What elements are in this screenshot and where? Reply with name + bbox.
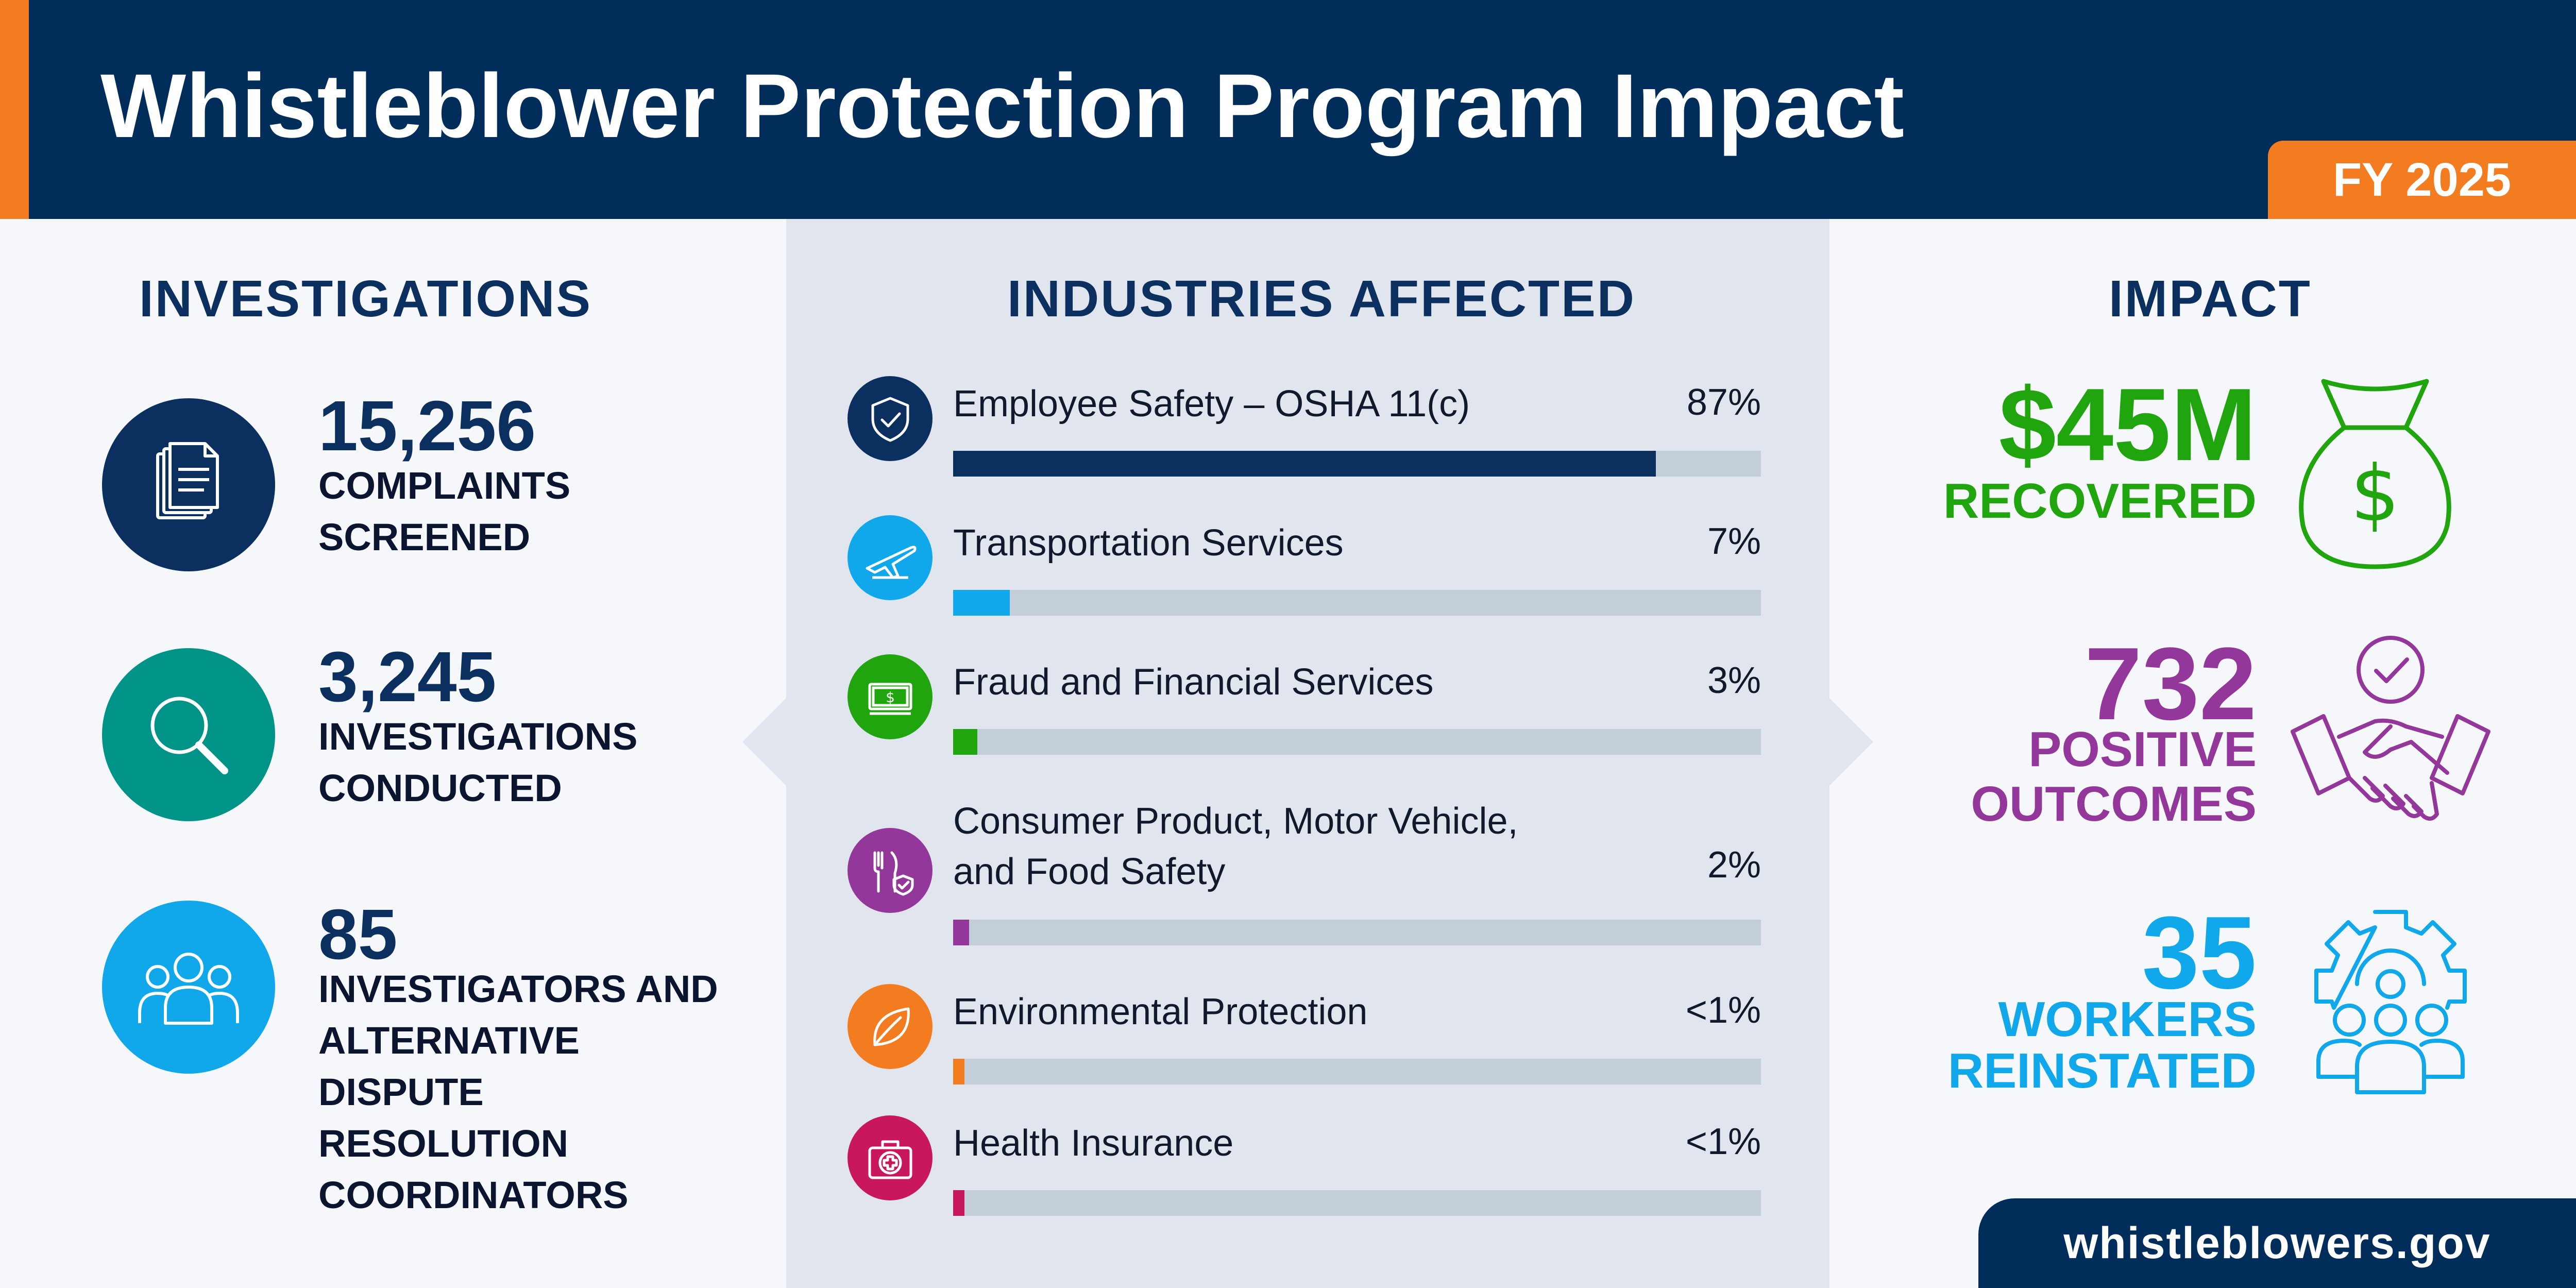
panel-notch-right — [1829, 698, 1873, 786]
svg-text:$: $ — [886, 689, 895, 706]
investigations-conducted-value: 3,245 — [318, 637, 497, 717]
industries-heading: INDUSTRIES AFFECTED — [1007, 270, 1636, 328]
industry-bar-fill — [953, 920, 970, 945]
industry-bar-fill — [953, 590, 1010, 616]
industry-percent: 7% — [1707, 521, 1761, 562]
people-icon — [102, 901, 275, 1074]
industry-bar-fill — [953, 451, 1656, 477]
industry-bar-track — [953, 729, 1761, 755]
panel-notch-left — [742, 698, 786, 786]
positive-outcomes-value: 732 — [2084, 626, 2257, 741]
industry-bar-track — [953, 1190, 1761, 1216]
industry-label: Transportation Services — [953, 522, 1344, 564]
industry-label: Health Insurance — [953, 1123, 1234, 1164]
medical-kit-icon — [848, 1115, 933, 1200]
industry-bar-track — [953, 920, 1761, 945]
recovered-label: RECOVERED — [1943, 473, 2257, 529]
industry-bar-fill — [953, 729, 978, 755]
industry-label: Environmental Protection — [953, 991, 1368, 1032]
fiscal-year-badge: FY 2025 — [2268, 141, 2576, 219]
money-icon: $ — [848, 654, 933, 739]
positive-outcomes-label-line2: OUTCOMES — [1971, 776, 2257, 832]
investigators-label: INVESTIGATORS AND ALTERNATIVE DISPUTE RE… — [318, 968, 718, 1216]
airplane-icon — [848, 515, 933, 600]
svg-text:$: $ — [2350, 449, 2399, 539]
positive-outcomes-label-line1: POSITIVE — [2028, 722, 2257, 777]
industry-bar-track — [953, 451, 1761, 477]
recovered-value: $45M — [1998, 367, 2257, 482]
industry-bar-fill — [953, 1190, 964, 1216]
leaf-icon — [848, 984, 933, 1069]
industry-percent: <1% — [1685, 1121, 1761, 1162]
industry-bar-track — [953, 590, 1761, 616]
money-bag-icon: $ — [2299, 379, 2451, 569]
industry-percent: <1% — [1685, 990, 1761, 1031]
complaints-screened-value: 15,256 — [318, 386, 536, 466]
magnifier-icon — [102, 648, 275, 821]
investigations-heading: INVESTIGATIONS — [139, 270, 592, 328]
page-title: Whistleblower Protection Program Impact — [100, 56, 1905, 157]
documents-icon — [102, 398, 275, 571]
industry-bar-fill — [953, 1059, 964, 1084]
workers-gear-icon — [2314, 910, 2467, 1094]
shield-check-icon — [848, 376, 933, 461]
investigations-conducted-label: INVESTIGATIONS CONDUCTED — [318, 715, 638, 809]
handshake-icon — [2291, 636, 2490, 821]
workers-reinstated-label-line1: WORKERS — [1998, 992, 2257, 1047]
complaints-screened-label: COMPLAINTS SCREENED — [318, 464, 571, 558]
accent-strip — [0, 0, 29, 219]
investigators-value: 85 — [318, 895, 398, 974]
industry-percent: 87% — [1686, 382, 1761, 423]
industry-label: Employee Safety – OSHA 11(c) — [953, 383, 1470, 425]
industry-percent: 2% — [1707, 844, 1761, 886]
workers-reinstated-label-line2: REINSTATED — [1947, 1043, 2257, 1098]
industry-bar-track — [953, 1059, 1761, 1084]
header-banner: Whistleblower Protection Program Impact … — [0, 0, 2576, 219]
impact-heading: IMPACT — [2109, 270, 2312, 328]
industry-label: Consumer Product, Motor Vehicle, and Foo… — [953, 801, 1518, 892]
industry-percent: 3% — [1707, 660, 1761, 701]
food-safety-icon — [848, 828, 933, 913]
website-url[interactable]: whistleblowers.gov — [1978, 1198, 2576, 1288]
workers-reinstated-value: 35 — [2142, 895, 2257, 1010]
industry-label: Fraud and Financial Services — [953, 662, 1434, 703]
